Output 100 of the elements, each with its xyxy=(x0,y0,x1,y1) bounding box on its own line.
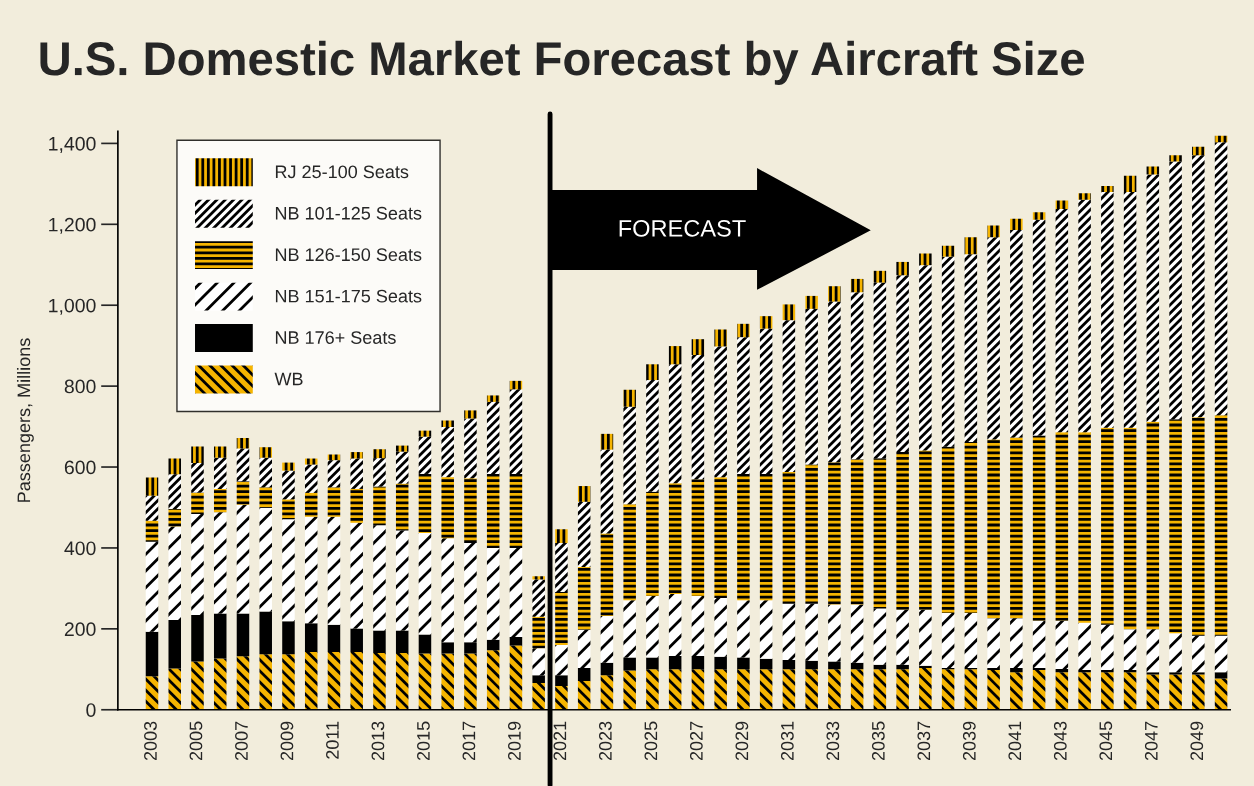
bar xyxy=(350,488,363,523)
y-tick-label: 1,400 xyxy=(49,136,96,153)
bar xyxy=(896,452,909,610)
bar xyxy=(941,256,955,447)
bar xyxy=(532,579,545,617)
bar xyxy=(191,615,204,662)
x-tick-label: 2009 xyxy=(280,721,294,761)
bar xyxy=(896,664,909,670)
bar xyxy=(509,636,523,646)
bar xyxy=(919,668,932,710)
bar xyxy=(1078,622,1091,671)
bar xyxy=(759,600,773,659)
bar xyxy=(1010,668,1023,673)
bar xyxy=(1010,437,1023,619)
bar xyxy=(1214,678,1228,710)
bar xyxy=(987,237,1000,440)
bar xyxy=(282,470,295,500)
bar xyxy=(418,473,432,533)
bar xyxy=(464,642,477,654)
bar xyxy=(1123,670,1137,673)
bar xyxy=(168,619,181,669)
bar xyxy=(327,487,341,517)
bar xyxy=(737,669,750,710)
bar xyxy=(282,621,295,655)
bar xyxy=(623,600,636,658)
bar xyxy=(395,630,409,654)
bar xyxy=(600,675,614,710)
x-tick-label: 2043 xyxy=(1053,721,1067,761)
bar xyxy=(714,477,727,599)
x-tick-label: 2005 xyxy=(189,721,203,761)
bar xyxy=(668,655,682,670)
bar xyxy=(304,458,318,465)
bar xyxy=(782,603,796,660)
bar xyxy=(259,507,272,612)
bar xyxy=(145,520,159,542)
bar xyxy=(941,669,955,710)
bar xyxy=(464,410,477,419)
bar xyxy=(1055,620,1069,669)
bar xyxy=(304,492,318,517)
bar xyxy=(168,668,181,710)
chart-title: U.S. Domestic Market Forecast by Aircraft Size xyxy=(40,40,1084,85)
y-tick-label: 600 xyxy=(64,460,96,475)
bar xyxy=(464,478,477,544)
bar xyxy=(1010,618,1023,669)
bar xyxy=(191,661,204,710)
bar xyxy=(805,669,818,710)
bar xyxy=(1192,635,1205,673)
bar xyxy=(714,329,727,347)
bar xyxy=(486,650,500,710)
bar xyxy=(828,286,841,302)
bar xyxy=(395,451,409,484)
bar xyxy=(828,669,841,710)
bar xyxy=(145,477,159,496)
y-tick-label: 0 xyxy=(86,703,96,717)
bar xyxy=(304,464,318,493)
bar xyxy=(1146,672,1160,675)
bar xyxy=(509,645,523,710)
bar xyxy=(600,533,614,616)
bar xyxy=(737,657,750,670)
y-tick-label: 1,200 xyxy=(49,217,96,234)
bar xyxy=(964,613,978,669)
bar xyxy=(1123,427,1137,630)
bar xyxy=(259,487,272,508)
bar xyxy=(1169,161,1182,420)
bar xyxy=(282,519,295,622)
bar xyxy=(327,454,341,461)
bar xyxy=(577,629,591,669)
bar xyxy=(327,516,341,625)
bar xyxy=(1078,672,1091,710)
bar xyxy=(168,458,181,475)
bar xyxy=(919,450,932,610)
bar xyxy=(987,670,1000,710)
x-tick-label: 2013 xyxy=(371,721,385,761)
bar xyxy=(1192,674,1205,710)
bar xyxy=(919,253,932,266)
x-tick-label: 2049 xyxy=(1190,721,1204,761)
bar xyxy=(168,509,181,527)
bar xyxy=(1010,229,1023,438)
bar xyxy=(395,530,409,631)
x-tick-label: 2047 xyxy=(1144,721,1158,761)
bar xyxy=(168,526,181,620)
bar xyxy=(373,449,386,459)
bar xyxy=(509,547,523,637)
bar xyxy=(441,426,454,478)
x-tick-label: 2033 xyxy=(826,721,840,761)
legend-label: NB 151-175 Seats xyxy=(275,289,422,303)
bar xyxy=(486,547,500,640)
bar xyxy=(464,543,477,643)
bar xyxy=(259,447,272,458)
bar xyxy=(1146,629,1160,673)
x-tick-label: 2019 xyxy=(508,721,521,761)
bar xyxy=(623,504,636,601)
bar xyxy=(532,675,545,684)
bar xyxy=(1032,219,1046,436)
bar xyxy=(805,308,818,465)
bar xyxy=(509,380,523,390)
bar xyxy=(145,631,159,677)
bar xyxy=(873,270,887,283)
bar xyxy=(600,662,614,676)
bar xyxy=(282,499,295,520)
